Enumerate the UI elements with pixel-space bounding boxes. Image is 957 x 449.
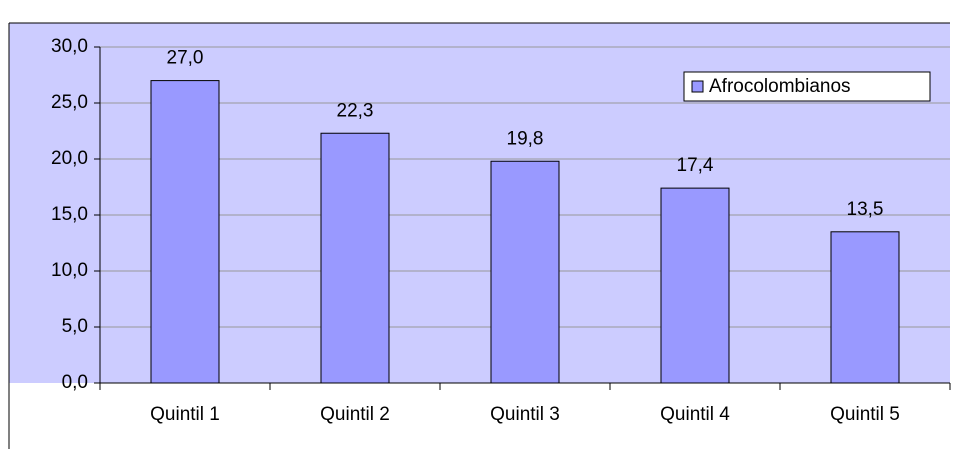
- y-tick-label: 0,0: [62, 372, 88, 393]
- bar: [830, 231, 900, 384]
- x-tick-label: Quintil 2: [320, 404, 390, 425]
- y-tick-label: 15,0: [51, 204, 88, 225]
- y-tick-label: 30,0: [51, 36, 88, 57]
- x-tick-label: Quintil 3: [490, 404, 560, 425]
- value-label: 22,3: [337, 100, 374, 121]
- y-tick-label: 25,0: [51, 92, 88, 113]
- legend-box: [683, 71, 931, 102]
- value-label: 27,0: [167, 48, 204, 69]
- value-label: 19,8: [507, 128, 544, 149]
- bar: [660, 187, 730, 384]
- bar: [150, 80, 220, 384]
- legend-swatch: [691, 80, 704, 93]
- value-label: 13,5: [847, 199, 884, 220]
- y-tick-label: 20,0: [51, 148, 88, 169]
- x-tick-label: Quintil 4: [660, 404, 730, 425]
- x-tick-label: Quintil 1: [150, 404, 220, 425]
- y-tick-label: 5,0: [62, 316, 88, 337]
- legend-label: Afrocolombianos: [709, 76, 851, 97]
- y-tick-label: 10,0: [51, 260, 88, 281]
- x-tick-label: Quintil 5: [830, 404, 900, 425]
- bar: [320, 132, 390, 384]
- bar: [490, 160, 560, 384]
- value-label: 17,4: [677, 155, 714, 176]
